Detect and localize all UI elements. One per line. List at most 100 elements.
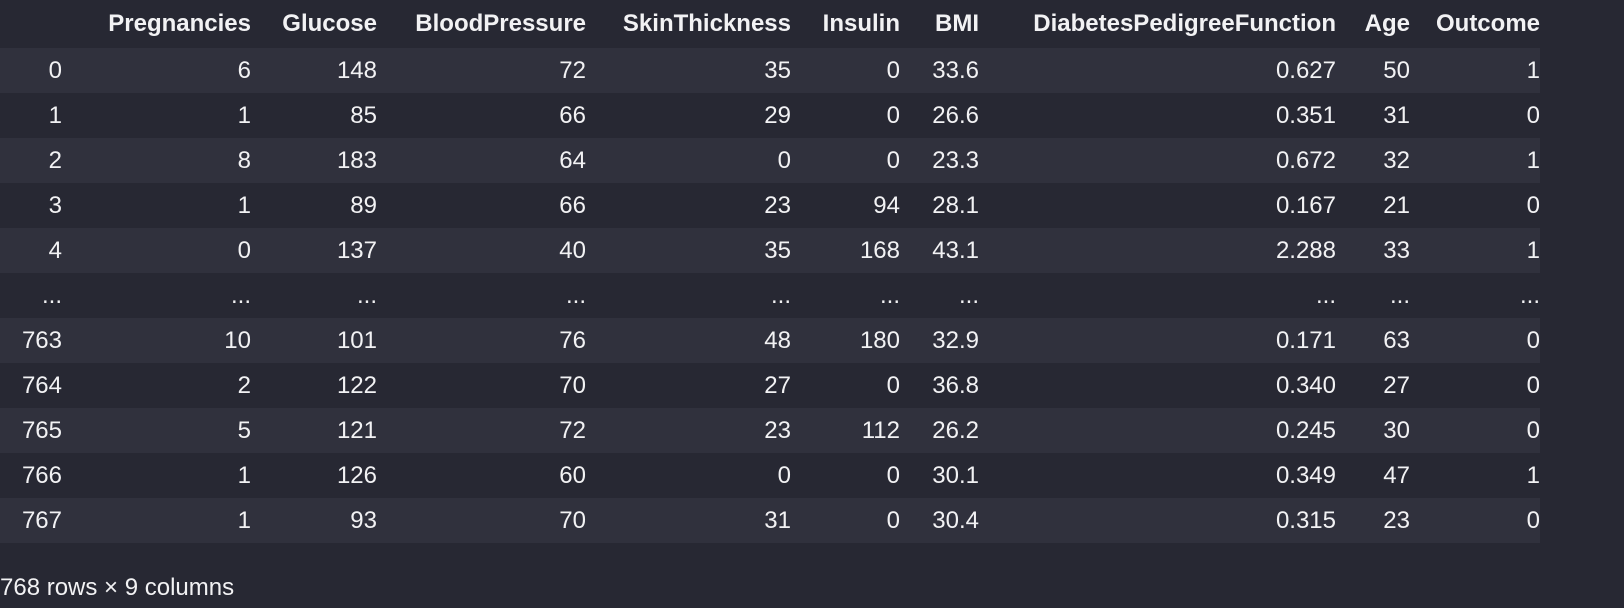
table-row: 3 1 89 66 23 94 28.1 0.167 21 0 (0, 183, 1540, 228)
table-cell: 168 (859, 237, 900, 264)
table-cell: 121 (336, 417, 377, 444)
row-index: 763 (21, 327, 62, 354)
table-cell: 72 (559, 417, 586, 444)
row-index: 3 (48, 192, 62, 219)
table-cell: 1 (1526, 237, 1540, 264)
table-cell: 28.1 (932, 192, 979, 219)
table-cell: 0.627 (1275, 57, 1336, 84)
table-cell: 60 (559, 462, 586, 489)
column-header: BMI (900, 0, 979, 48)
column-header: Glucose (251, 0, 377, 48)
table-cell: 137 (336, 237, 377, 264)
table-cell: 0 (777, 147, 791, 174)
table-cell: 1 (1526, 147, 1540, 174)
dataframe-shape-summary: 768 rows × 9 columns (0, 574, 235, 601)
table-cell: 26.6 (932, 102, 979, 129)
table-cell: 0 (1526, 417, 1540, 444)
dataframe-table: Pregnancies Glucose BloodPressure SkinThick… (0, 0, 1540, 543)
table-cell: 27 (1383, 372, 1410, 399)
table-cell: 0 (886, 57, 900, 84)
row-index: 767 (21, 507, 62, 534)
table-cell: 0 (886, 507, 900, 534)
table-cell: 89 (350, 192, 377, 219)
table-cell: 1 (237, 462, 251, 489)
table-row: 0 6 148 72 35 0 33.6 0.627 50 1 (0, 48, 1540, 93)
table-cell: 85 (350, 102, 377, 129)
table-cell: 94 (873, 192, 900, 219)
table-cell: 23 (764, 417, 791, 444)
table-cell: 0.672 (1275, 147, 1336, 174)
table-cell: 31 (1383, 102, 1410, 129)
table-cell: 2 (237, 372, 251, 399)
table-cell: 0 (1526, 507, 1540, 534)
table-cell: 72 (559, 57, 586, 84)
table-cell: ... (356, 282, 377, 309)
table-cell: 126 (336, 462, 377, 489)
table-cell: 1 (237, 507, 251, 534)
table-cell: 0.315 (1275, 507, 1336, 534)
table-cell: ... (1389, 282, 1410, 309)
table-row: 767 1 93 70 31 0 30.4 0.315 23 0 (0, 498, 1540, 543)
table-cell: 33 (1383, 237, 1410, 264)
table-cell: 122 (336, 372, 377, 399)
table-cell: 47 (1383, 462, 1410, 489)
table-cell: 33.6 (932, 57, 979, 84)
table-cell: 76 (559, 327, 586, 354)
table-cell: 66 (559, 102, 586, 129)
table-cell: 48 (764, 327, 791, 354)
table-cell: 0 (1526, 327, 1540, 354)
table-cell: 0.351 (1275, 102, 1336, 129)
column-header: BloodPressure (377, 0, 586, 48)
table-cell: 40 (559, 237, 586, 264)
table-cell: 0 (1526, 102, 1540, 129)
table-cell: 112 (861, 417, 900, 444)
table-cell: ... (1519, 282, 1540, 309)
table-cell: 0.340 (1275, 372, 1336, 399)
table-header: Pregnancies Glucose BloodPressure SkinThick… (0, 0, 1540, 48)
table-row: 764 2 122 70 27 0 36.8 0.340 27 0 (0, 363, 1540, 408)
table-cell: ... (879, 282, 900, 309)
table-cell: 0.167 (1275, 192, 1336, 219)
table-cell: 1 (237, 102, 251, 129)
table-cell: 1 (1526, 57, 1540, 84)
row-index: 4 (48, 237, 62, 264)
table-cell: ... (565, 282, 586, 309)
table-cell: 10 (224, 327, 251, 354)
table-cell: ... (230, 282, 251, 309)
column-header: SkinThickness (586, 0, 791, 48)
table-cell: 180 (859, 327, 900, 354)
table-cell: 30.4 (932, 507, 979, 534)
row-index: 1 (48, 102, 62, 129)
table-row: 1 1 85 66 29 0 26.6 0.351 31 0 (0, 93, 1540, 138)
table-cell: 0.245 (1275, 417, 1336, 444)
table-cell: 0.171 (1275, 327, 1336, 354)
table-cell: 0 (886, 372, 900, 399)
table-cell: 8 (237, 147, 251, 174)
table-cell: 101 (336, 327, 377, 354)
header-row: Pregnancies Glucose BloodPressure SkinThick… (0, 0, 1540, 48)
table-cell: 32 (1383, 147, 1410, 174)
table-cell: 93 (350, 507, 377, 534)
table-cell: 21 (1383, 192, 1410, 219)
row-index: 0 (48, 57, 62, 84)
table-cell: 70 (559, 372, 586, 399)
table-cell: 0 (777, 462, 791, 489)
column-header: DiabetesPedigreeFunction (979, 0, 1336, 48)
table-cell: 35 (764, 57, 791, 84)
table-cell: 0 (1526, 372, 1540, 399)
table-cell: 6 (237, 57, 251, 84)
table-cell: 183 (336, 147, 377, 174)
table-cell: 31 (764, 507, 791, 534)
table-cell: 23 (764, 192, 791, 219)
table-cell: 23.3 (932, 147, 979, 174)
table-cell: 1 (237, 192, 251, 219)
table-row: 763 10 101 76 48 180 32.9 0.171 63 0 (0, 318, 1540, 363)
table-cell: 63 (1383, 327, 1410, 354)
row-index: 2 (48, 147, 62, 174)
table-row: 2 8 183 64 0 0 23.3 0.672 32 1 (0, 138, 1540, 183)
table-cell: ... (770, 282, 791, 309)
table-cell: 29 (764, 102, 791, 129)
table-row: 765 5 121 72 23 112 26.2 0.245 30 0 (0, 408, 1540, 453)
table-cell: 0.349 (1275, 462, 1336, 489)
